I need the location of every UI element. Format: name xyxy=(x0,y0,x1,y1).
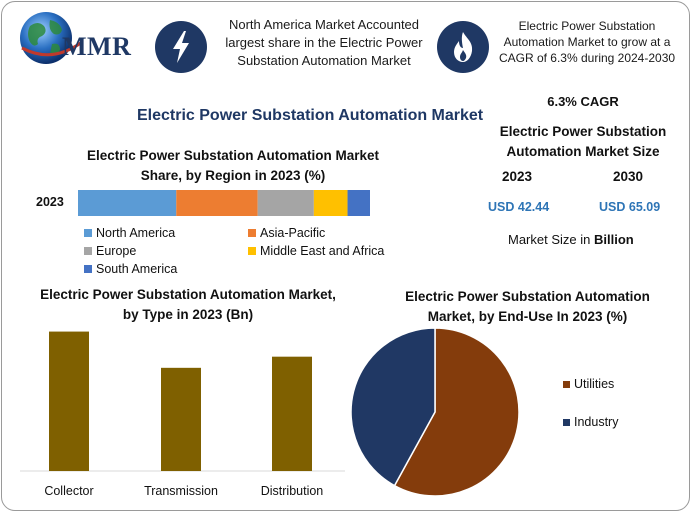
legend-swatch xyxy=(84,229,92,237)
unit-prefix: Market Size in xyxy=(508,232,591,247)
type-tick-label-distribution: Distribution xyxy=(261,484,324,498)
legend-item-asia-pacific: Asia-Pacific xyxy=(248,226,325,240)
region-bar-segment-asia-pacific xyxy=(176,190,258,216)
legend-label: North America xyxy=(96,226,176,240)
region-bar-segment-middle-east-and-africa xyxy=(313,190,348,216)
type-bar-transmission xyxy=(161,367,201,471)
logo-text: MMR xyxy=(62,32,132,61)
market-size-unit: Market Size in Billion xyxy=(508,232,634,247)
legend-label: Middle East and Africa xyxy=(260,244,385,258)
legend-swatch xyxy=(84,265,92,273)
pie-legend-label-utilities: Utilities xyxy=(574,377,614,391)
market-size-title: Electric Power Substation Automation Mar… xyxy=(499,124,667,159)
type-bar-distribution xyxy=(272,356,312,471)
year-2023: 2023 xyxy=(502,169,533,184)
type-bar-collector xyxy=(49,331,89,471)
pie-slice-utilities xyxy=(393,327,520,497)
value-2030: USD 65.09 xyxy=(599,200,661,214)
globe-icon xyxy=(20,12,83,64)
pie-legend-swatch-industry xyxy=(563,419,570,426)
header-right-text: Electric Power Substation Automation Mar… xyxy=(498,19,676,65)
region-bar-year-label: 2023 xyxy=(36,195,64,209)
legend-label: South America xyxy=(96,262,178,276)
value-2023: USD 42.44 xyxy=(488,200,550,214)
header-left-text: North America Market Accounted largest s… xyxy=(225,17,423,68)
enduse-chart-title: Electric Power Substation Automation Mar… xyxy=(405,289,650,324)
legend-label: Asia-Pacific xyxy=(260,226,326,240)
main-title: Electric Power Substation Automation Mar… xyxy=(137,107,484,124)
legend-swatch xyxy=(248,229,256,237)
pie-legend-label-industry: Industry xyxy=(574,415,619,429)
unit-bold: Billion xyxy=(594,232,634,247)
legend-item-europe: Europe xyxy=(84,244,136,258)
type-tick-label-collector: Collector xyxy=(44,484,93,498)
region-bar-segment-north-america xyxy=(78,190,177,216)
region-bar-segment-south-america xyxy=(347,190,370,216)
pie-slice-industry xyxy=(350,327,436,487)
type-bar-chart: Collector Transmission Distribution xyxy=(20,331,345,498)
year-2030: 2030 xyxy=(613,169,644,184)
legend-swatch xyxy=(248,247,256,255)
pie-legend-swatch-utilities xyxy=(563,381,570,388)
legend-item-north-america: North America xyxy=(84,226,175,240)
region-legend: North America Asia-Pacific Europe Middle Ea… xyxy=(84,226,424,282)
legend-swatch xyxy=(84,247,92,255)
type-tick-label-transmission: Transmission xyxy=(144,484,218,498)
lightning-bolt-icon xyxy=(155,21,207,73)
logo: MMR xyxy=(8,8,143,68)
legend-item-south-america: South America xyxy=(84,262,177,276)
enduse-pie-chart: Utilities Industry xyxy=(350,327,619,497)
flame-icon xyxy=(437,21,489,73)
cagr-label: 6.3% CAGR xyxy=(547,94,619,109)
legend-item-middle-east-and-africa: Middle East and Africa xyxy=(248,244,384,258)
type-chart-title: Electric Power Substation Automation Mar… xyxy=(40,287,336,322)
region-stacked-bar xyxy=(78,190,370,216)
legend-label: Europe xyxy=(96,244,137,258)
region-chart-title: Electric Power Substation Automation Mar… xyxy=(86,148,380,183)
region-bar-segment-europe xyxy=(257,190,314,216)
